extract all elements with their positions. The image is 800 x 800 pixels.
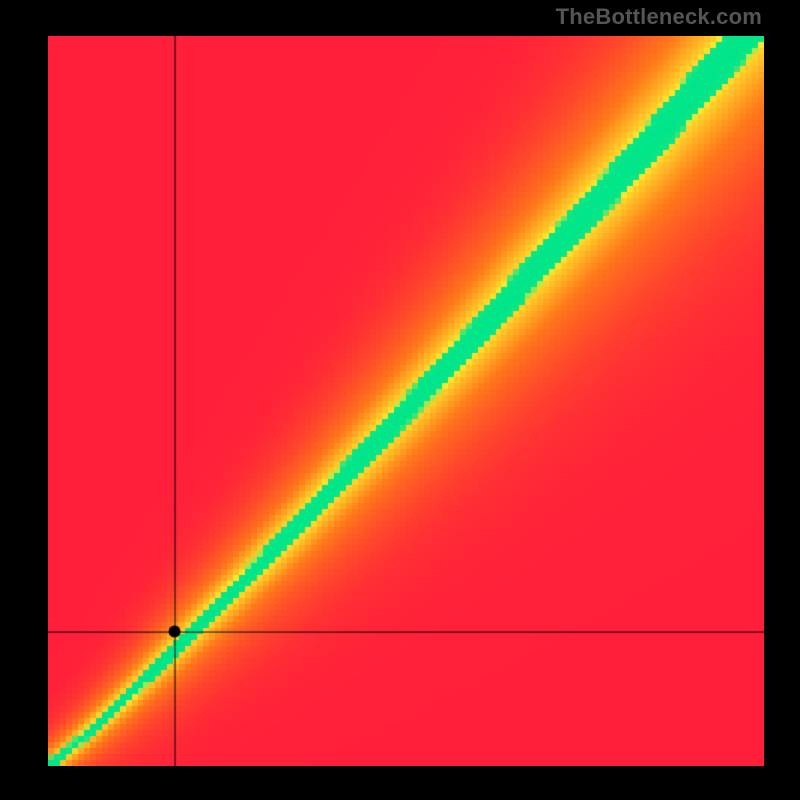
bottleneck-heatmap [48,36,764,766]
attribution-label: TheBottleneck.com [556,4,762,30]
chart-container: TheBottleneck.com [0,0,800,800]
